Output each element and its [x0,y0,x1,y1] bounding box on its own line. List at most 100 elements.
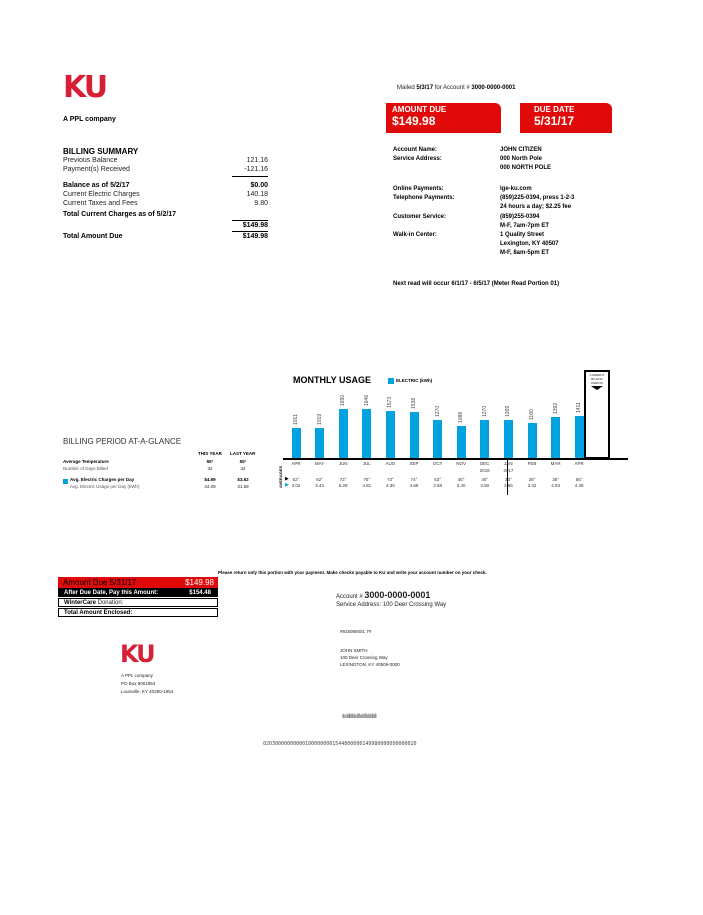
summary-label: Payment(s) Received [63,166,130,173]
for-account-label: for Account # [434,85,470,91]
glance-this-year: $4.69 [204,477,216,482]
after-due-value: $154.48 [189,590,211,596]
after-due-row: After Due Date, Pay this Amount: $154.48 [58,588,218,597]
glance-title: BILLING PERIOD AT-A-GLANCE [63,437,182,446]
avg-usage: 3.02 [291,483,301,488]
month-label: APR [291,461,301,466]
avg-temp: 55° [575,477,583,482]
account-info-value: JOHN CITIZEN [500,147,542,153]
avg-usage: 3.44 [315,483,324,488]
summary-row: Current Taxes and Fees 9.80 [63,200,268,209]
summary-value: $0.00 [250,182,268,189]
mail-to-name: JOHN SMITH [340,648,368,653]
legend-swatch [63,479,68,484]
glance-label: Number of Days Billed [63,466,108,471]
account-info-value: Lexington, KY 40507 [500,241,559,247]
avg-usage: 3.58 [433,483,442,488]
glance-label: Avg. Electric Charges per Day [70,477,135,482]
bar-value-label: 1270 [434,406,441,418]
account-info-value: lge-ku.com [500,186,532,192]
account-info-value: 000 NORTH POLE [500,165,552,171]
summary-value: -121.16 [244,166,268,173]
postal-barcode: ılıılıllıllılıılllıılılllılılıllıll [342,714,377,720]
summary-label: Total Amount Due [63,233,123,240]
bar-value-label: 1392 [552,402,559,414]
chart-title: MONTHLY USAGE [293,375,372,385]
bar-value-label: 1573 [387,397,394,409]
amount-due-label: AMOUNT DUE [392,105,447,114]
avg-temp: 72° [339,477,347,482]
arrow-down-icon [591,386,603,390]
after-due-label: After Due Date, Pay this Amount: [64,590,159,596]
account-info-value: 000 North Pole [500,156,543,162]
summary-label: Balance as of 5/2/17 [63,182,130,189]
remit-line: A PPL company [121,673,153,678]
usage-bar [362,409,372,458]
stub-account-label: Account # [336,594,363,600]
ku-logo-stub: KU [120,640,156,668]
x-axis [283,458,628,460]
usage-bar [551,416,561,458]
summary-value: 140.18 [246,191,268,198]
glance-this-year: 55° [206,459,214,464]
stub-amount-due: Amount Due 5/31/17 $149.98 [58,577,218,588]
summary-label: Current Electric Charges [63,191,140,198]
summary-row: Total Amount Due $149.98 [63,233,268,242]
usage-bar [574,416,584,458]
due-date-label: DUE DATE [534,105,575,114]
avg-usage: 4.53 [551,483,560,488]
mail-to-city: LEXINGTON, KY 40509-0000 [340,662,400,667]
month-label: JAN [504,461,513,466]
avg-temp: 40° [481,477,489,482]
temp-marker-icon: ▶ [285,476,289,482]
usage-bar [503,420,513,458]
avg-temp: 63° [434,477,441,482]
account-info-value: M-F, 7am-7pm ET [500,223,550,229]
glance-last-year: 55° [239,459,247,464]
stub-account: Account # 3000-0000-0001 [336,590,430,600]
month-label: SEP [409,461,419,466]
bar-value-label: 1646 [363,394,370,407]
summary-value: $149.98 [242,222,268,229]
bar-value-label: 1411 [576,402,583,414]
amount-due-box: AMOUNT DUE $149.98 [386,103,501,133]
avg-usage: 4.38 [574,483,584,488]
total-enclosed-row[interactable]: Total Amount Enclosed: [58,608,218,617]
usage-bar [409,412,419,458]
glance-header-last: LAST YEAR [230,451,256,456]
glance-label: Avg. Electric Usage per Day (kWh) [70,484,140,489]
summary-value: $149.98 [242,233,268,240]
usage-marker-icon: ▶ [285,482,289,488]
mailed-date: 5/3/17 [416,85,434,91]
bar-value-label: 1650 [340,394,347,406]
avg-usage: 3.90 [480,483,490,488]
wintercare-label: Donation: [97,600,124,606]
wintercare-row[interactable]: WinterCare Donation: [58,598,218,607]
usage-bar [385,411,395,458]
avg-temp: 45° [457,477,465,482]
year-label: 2017 [503,468,514,473]
bar-value-label: 1019 [316,413,323,425]
avg-usage: 4.81 [362,483,372,488]
stub-service-address: Service Address: 100 Deer Crossing Way [336,602,447,608]
stub-amount-due-value: $149.98 [185,578,214,587]
ku-logo: KU [63,70,108,105]
usage-bar [291,427,301,458]
avg-temp: 33° [504,477,512,482]
averages-label: AVERAGES [278,465,283,488]
month-label: MAR [550,461,561,466]
summary-row: Total Current Charges as of 5/2/17 [63,211,268,220]
bar-value-label: 1269 [505,406,512,418]
bar-value-label: 1011 [293,414,299,425]
summary-label: Total Current Charges as of 5/2/17 [63,211,177,218]
due-date-box: DUE DATE 5/31/17 [520,103,612,133]
glance-last-year: 31.59 [237,484,249,489]
account-number: 3000-0000-0001 [471,85,516,91]
glance-last-year: 32 [240,466,246,471]
avg-temp: 28° [528,477,536,482]
month-label: FEB [527,461,537,466]
glance-this-year: 44.09 [204,484,216,489]
month-label: NOV [456,461,467,466]
month-label: JUL [362,461,371,466]
account-info-label: Account Name: [393,147,438,153]
